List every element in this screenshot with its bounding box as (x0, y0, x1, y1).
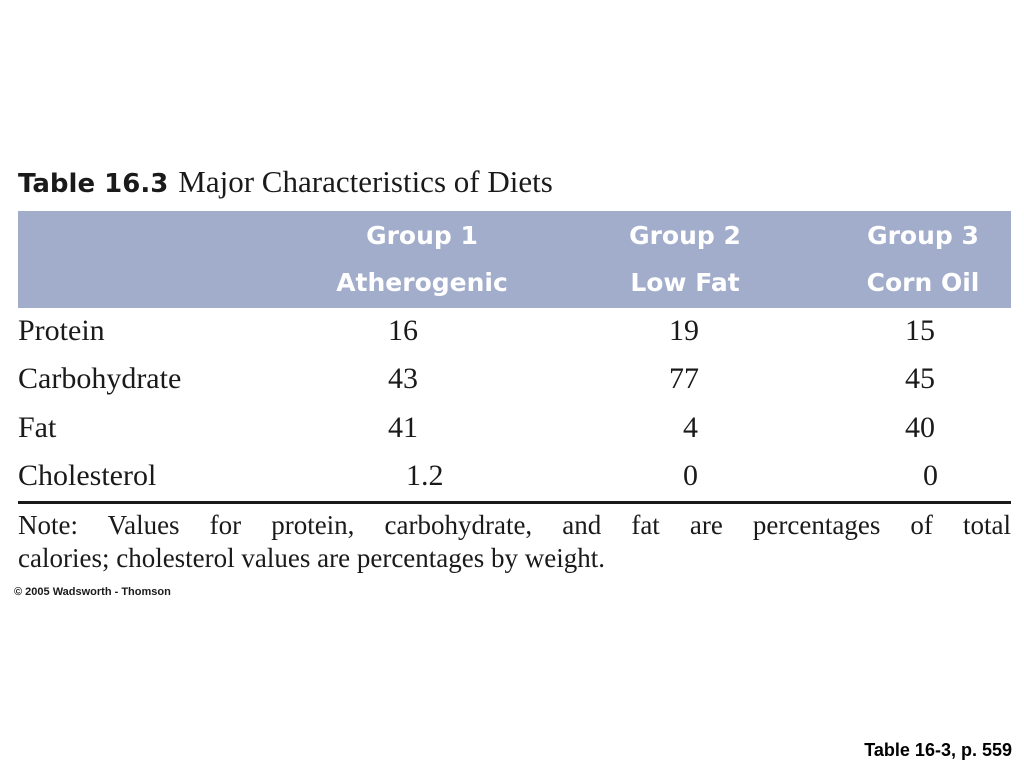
table-row-protein: Protein 16 19 15 (18, 308, 1011, 356)
table-cell: 0 (683, 459, 698, 492)
table-note: Note: Values for protein, carbohydrate, … (18, 509, 1011, 575)
column-header-group-3: Group 3 Corn Oil (842, 211, 1004, 308)
note-line: Note: Values for protein, carbohydrate, … (18, 510, 1011, 540)
table-cell: 40 (905, 411, 935, 444)
copyright-notice: © 2005 Wadsworth - Thomson (14, 586, 171, 598)
column-group-label: Group 1 (366, 221, 478, 250)
row-label: Cholesterol (18, 459, 157, 492)
table-bottom-rule (18, 501, 1011, 504)
table-cell: 19 (669, 314, 699, 347)
note-line: calories; cholesterol values are percent… (18, 543, 605, 573)
table-cell: 4 (683, 411, 698, 444)
column-diet-label: Atherogenic (336, 268, 508, 297)
column-diet-label: Corn Oil (866, 268, 980, 297)
table-row-carbohydrate: Carbohydrate 43 77 45 (18, 356, 1011, 404)
table-row-cholesterol: Cholesterol 1.2 0 0 (18, 453, 1011, 501)
table-header: Group 1 Atherogenic Group 2 Low Fat Grou… (18, 211, 1011, 308)
table-cell: 1.2 (406, 459, 444, 492)
column-diet-label: Low Fat (630, 268, 740, 297)
source-reference: Table 16-3, p. 559 (864, 740, 1012, 760)
table-number: Table 16.3 (18, 169, 169, 199)
table-cell: 77 (669, 362, 699, 395)
row-label: Carbohydrate (18, 362, 182, 395)
table-title: Major Characteristics of Diets (178, 164, 553, 199)
row-label: Fat (18, 411, 57, 444)
table-cell: 0 (923, 459, 938, 492)
row-label: Protein (18, 314, 105, 347)
table-cell: 45 (905, 362, 935, 395)
column-group-label: Group 2 (629, 221, 741, 250)
table-cell: 41 (388, 411, 418, 444)
table-cell: 43 (388, 362, 418, 395)
table-cell: 15 (905, 314, 935, 347)
table-cell: 16 (388, 314, 418, 347)
table-caption: Table 16.3 Major Characteristics of Diets (18, 166, 553, 197)
column-group-label: Group 3 (867, 221, 979, 250)
table-row-fat: Fat 41 4 40 (18, 405, 1011, 453)
column-header-group-2: Group 2 Low Fat (600, 211, 770, 308)
column-header-group-1: Group 1 Atherogenic (324, 211, 520, 308)
